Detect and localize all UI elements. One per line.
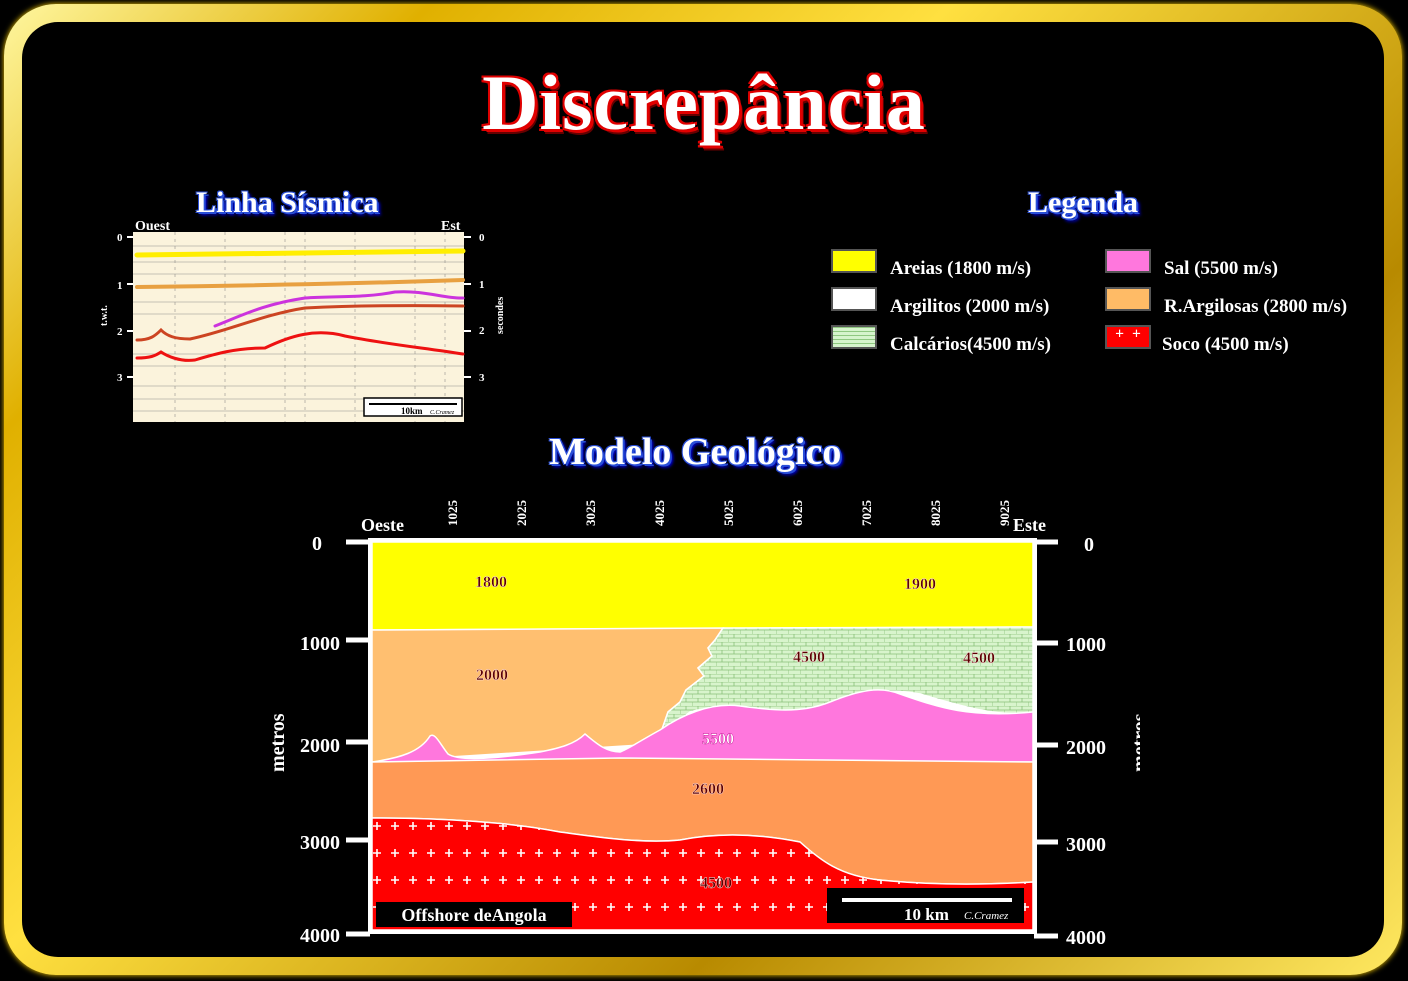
- layer-label: 1900: [904, 576, 936, 593]
- x-tick: 9025: [997, 500, 1012, 527]
- depth-tick: 2000: [300, 735, 340, 757]
- seismic-tick: 2: [117, 326, 123, 338]
- legend-swatch-clay: [1105, 287, 1151, 311]
- depth-tick: 1000: [1066, 634, 1106, 656]
- model-layers: [371, 541, 1034, 931]
- seismic-tick: 3: [479, 372, 485, 384]
- legend-swatch-sand: [831, 249, 877, 273]
- seismic-tick: 1: [479, 279, 485, 291]
- depth-tick: 4000: [300, 925, 340, 947]
- seismic-scale-label: 10km: [401, 406, 423, 416]
- depth-axis-left: 0 1000 2000 3000 4000: [300, 533, 340, 947]
- depth-axis-right: 0 1000 2000 3000 4000: [1066, 534, 1106, 949]
- x-tick: 1025: [445, 500, 460, 527]
- seismic-title: Linha Sísmica: [196, 186, 379, 219]
- legend-swatch-basement: + +: [1105, 325, 1151, 349]
- seismic-horizon-shale: [135, 278, 465, 289]
- legend-swatch-shale: [831, 287, 877, 311]
- legend-label-salt: Sal (5500 m/s): [1164, 258, 1278, 279]
- legend-label-sand: Areias (1800 m/s): [890, 258, 1032, 279]
- depth-tick: 3000: [300, 832, 340, 854]
- legend-label-basement: Soco (4500 m/s): [1162, 334, 1289, 355]
- layer-label: 4500: [700, 875, 732, 892]
- layer-label: 2600: [692, 781, 724, 798]
- seismic-tick: 2: [479, 325, 485, 337]
- model-west-label: Oeste: [361, 515, 404, 535]
- layer-label: 4500: [793, 649, 825, 666]
- x-tick: 8025: [928, 500, 943, 527]
- layer-label: 5500: [702, 731, 734, 748]
- seismic-horizon-salt: [213, 290, 465, 328]
- seismic-tick: 1: [117, 280, 123, 292]
- depth-tick: 1000: [300, 633, 340, 655]
- depth-tick: 3000: [1066, 834, 1106, 856]
- model-title: Modelo Geológico: [549, 431, 842, 473]
- seismic-tick: 0: [479, 232, 485, 244]
- page-title: Discrepância: [482, 59, 926, 146]
- x-tick: 4025: [652, 500, 667, 527]
- location-label: Offshore deAngola: [401, 905, 546, 925]
- layer-label: 2000: [476, 667, 508, 684]
- model-scale-box: [827, 888, 1024, 923]
- x-tick: 2025: [514, 500, 529, 527]
- layer-labels: 1800 1900 2000 4500 4500 5500 2600 4500: [475, 574, 995, 892]
- x-tick: 3025: [583, 500, 598, 527]
- x-tick: 6025: [790, 500, 805, 527]
- seismic-west-label: Ouest: [135, 219, 170, 234]
- seismic-horizon-clay: [135, 304, 465, 342]
- seismic-horizon-basement: [135, 331, 465, 362]
- layer-label: 4500: [963, 650, 995, 667]
- seismic-right-axis-label: secondes: [495, 297, 506, 334]
- model-credit: C.Cramez: [964, 910, 1009, 922]
- legend-title: Legenda: [1028, 186, 1139, 219]
- depth-tick: 2000: [1066, 737, 1106, 759]
- seismic-left-axis: 0 1 2 3: [117, 232, 123, 384]
- layer-salt: [371, 689, 1034, 763]
- location-box: [376, 902, 572, 927]
- seismic-tick: 3: [117, 372, 123, 384]
- model-scale-label: 10 km: [904, 905, 949, 924]
- layer-label: 1800: [475, 574, 507, 591]
- depth-tick: 0: [1084, 534, 1094, 556]
- geological-model: 1025 2025 3025 4025 5025 6025 7025 8025 …: [267, 500, 1140, 950]
- depth-axis-label-right: metros: [1129, 713, 1140, 772]
- legend-swatch-limestone: [831, 325, 877, 349]
- depth-axis-label-left: metros: [267, 713, 289, 772]
- seismic-scale-box: [363, 397, 463, 417]
- seismic-east-label: Est: [441, 219, 461, 234]
- seismic-horizon-sand: [134, 248, 466, 258]
- legend-label-shale: Argilitos (2000 m/s): [890, 296, 1050, 317]
- gold-frame: [4, 4, 1402, 975]
- model-x-ticks: 1025 2025 3025 4025 5025 6025 7025 8025 …: [445, 500, 1012, 527]
- x-tick: 5025: [721, 500, 736, 527]
- model-east-label: Este: [1013, 515, 1046, 535]
- seismic-right-axis: 0 1 2 3: [479, 232, 485, 384]
- legend-label-limestone: Calcários(4500 m/s): [890, 334, 1051, 355]
- legend-swatch-salt: [1105, 249, 1151, 273]
- seismic-traces: [133, 232, 464, 422]
- depth-tick: 4000: [1066, 927, 1106, 949]
- depth-tick: 0: [312, 533, 322, 555]
- seismic-left-axis-label: t.w.t.: [99, 305, 110, 326]
- x-tick: 7025: [859, 500, 874, 527]
- seismic-tick: 0: [117, 232, 123, 244]
- legend-label-clay: R.Argilosas (2800 m/s): [1164, 296, 1348, 317]
- seismic-line-panel: 0 1 2 3 0 1 2 3 t.w.t. secondes Ouest Es…: [99, 219, 506, 422]
- seismic-credit: C.Cramez: [430, 410, 455, 416]
